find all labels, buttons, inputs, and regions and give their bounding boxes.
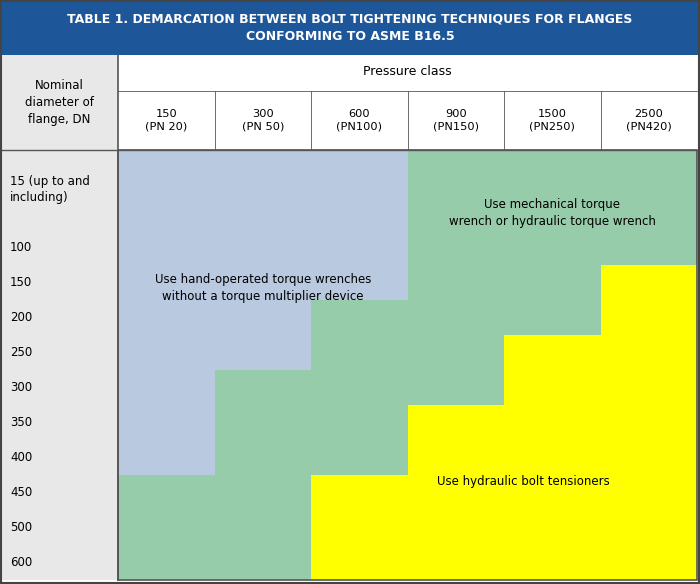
Text: TABLE 1. DEMARCATION BETWEEN BOLT TIGHTENING TECHNIQUES FOR FLANGES
CONFORMING T: TABLE 1. DEMARCATION BETWEEN BOLT TIGHTE… [67,12,633,43]
Bar [0,0,700,55]
Bar [311,150,407,230]
Bar [118,440,214,475]
Bar [407,150,504,230]
Bar [407,300,504,335]
Text: 600
(PN100): 600 (PN100) [336,109,382,132]
Text: 450: 450 [10,486,32,499]
Bar [214,150,311,230]
Text: 1500
(PN250): 1500 (PN250) [529,109,575,132]
Bar [311,335,407,370]
Bar [601,510,697,545]
Bar [504,475,601,510]
Text: Pressure class: Pressure class [363,65,452,78]
Bar [504,265,601,300]
Text: 300
(PN 50): 300 (PN 50) [241,109,284,132]
Bar [504,440,601,475]
Bar [311,230,407,265]
Bar [504,150,601,230]
Bar [214,440,311,475]
Bar [0,55,700,580]
Bar [118,370,214,405]
Bar [601,335,697,370]
Bar [407,405,504,440]
Bar [311,475,407,510]
Bar [601,370,697,405]
Bar [311,300,407,335]
Bar [214,265,311,300]
Bar [407,545,504,580]
Bar [504,510,601,545]
Bar [214,545,311,580]
Text: Nominal
diameter of
flange, DN: Nominal diameter of flange, DN [25,79,93,126]
Bar [601,440,697,475]
Text: 600: 600 [10,556,32,569]
Text: 350: 350 [10,416,32,429]
Bar [311,405,407,440]
Bar [214,405,311,440]
Bar [407,335,504,370]
Text: 300: 300 [10,381,32,394]
Bar [601,475,697,510]
Bar [601,230,697,265]
Bar [407,265,504,300]
Bar [118,405,214,440]
Text: 150: 150 [10,276,32,289]
Text: 250: 250 [10,346,32,359]
Bar [311,370,407,405]
Bar [407,440,504,475]
Bar [0,55,118,580]
Text: Use hand-operated torque wrenches
without a torque multiplier device: Use hand-operated torque wrenches withou… [155,273,371,303]
Text: 2500
(PN420): 2500 (PN420) [626,109,671,132]
Bar [311,510,407,545]
Bar [118,150,697,580]
Bar [601,405,697,440]
Text: Use mechanical torque
wrench or hydraulic torque wrench: Use mechanical torque wrench or hydrauli… [449,198,656,228]
Bar [407,475,504,510]
Bar [118,510,214,545]
Bar [407,230,504,265]
Bar [214,475,311,510]
Text: 200: 200 [10,311,32,324]
Text: 400: 400 [10,451,32,464]
Bar [311,545,407,580]
Bar [504,300,601,335]
Bar [214,300,311,335]
Bar [601,265,697,300]
Bar [118,545,214,580]
Bar [407,510,504,545]
Bar [118,475,214,510]
Bar [311,440,407,475]
Bar [118,335,214,370]
Bar [214,335,311,370]
Bar [0,55,118,580]
Bar [214,510,311,545]
Bar [118,300,214,335]
Text: 150
(PN 20): 150 (PN 20) [145,109,188,132]
Bar [601,545,697,580]
Text: Use hydraulic bolt tensioners: Use hydraulic bolt tensioners [437,475,610,488]
Bar [214,230,311,265]
Bar [118,150,214,230]
Bar [504,370,601,405]
Text: 500: 500 [10,521,32,534]
Bar [504,545,601,580]
Bar [504,335,601,370]
Bar [504,230,601,265]
Text: 900
(PN150): 900 (PN150) [433,109,479,132]
Bar [601,300,697,335]
Bar [504,405,601,440]
Text: 15 (up to and
including): 15 (up to and including) [10,176,90,204]
Bar [311,265,407,300]
Bar [601,150,697,230]
Bar [407,370,504,405]
Text: 100: 100 [10,241,32,254]
Bar [118,230,214,265]
Bar [118,265,214,300]
Bar [214,370,311,405]
